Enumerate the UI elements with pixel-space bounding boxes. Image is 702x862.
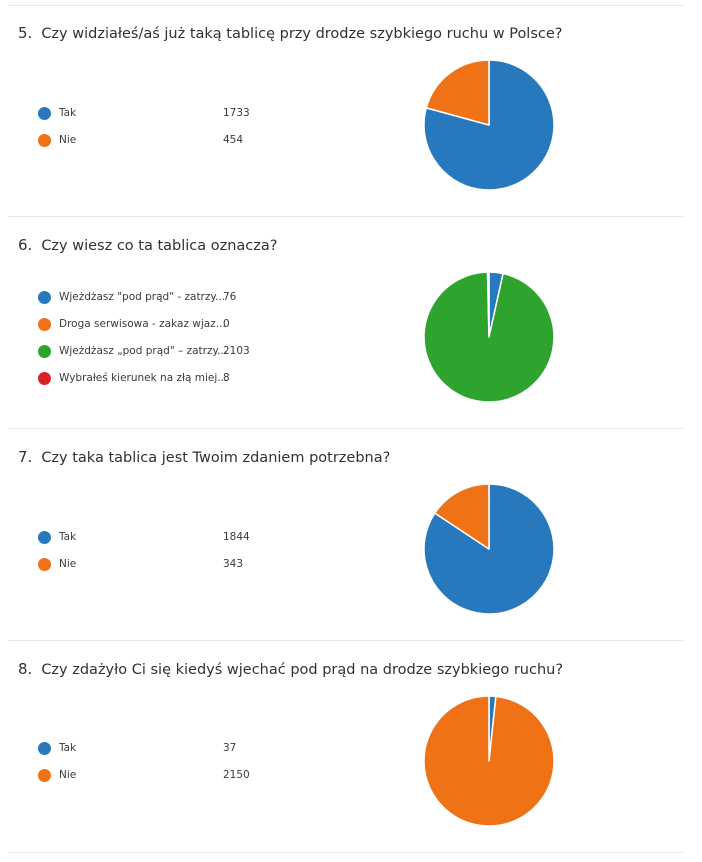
legend-item[interactable]: Droga serwisowa - zakaz wjaz... 0 [38,317,268,333]
pie-chart[interactable] [421,269,557,405]
legend-label: Wybrałeś kierunek na złą miej... [59,372,228,384]
question-number: 6. [18,236,33,254]
divider-top [8,5,683,6]
legend-count: 0 [223,318,230,330]
pie-chart[interactable] [421,693,557,829]
question-text: Czy widziałeś/aś już taką tablicę przy d… [41,26,563,42]
pie-slice[interactable] [425,59,490,126]
divider [8,216,683,217]
legend-count: 454 [223,134,244,146]
legend-swatch [38,345,51,358]
legend-item[interactable]: Tak 37 [38,741,268,757]
legend-label: Nie [59,558,77,570]
legend-item[interactable]: Tak 1844 [38,530,268,546]
question-number: 5. [18,24,33,42]
legend-swatch [38,769,51,782]
legend-swatch [38,134,51,147]
legend-item[interactable]: Nie 454 [38,133,268,149]
question-5: 5. Czy widziałeś/aś już taką tablicę przy… [0,0,702,212]
question-6: 6. Czy wiesz co ta tablica oznacza? Wjeżd… [0,212,702,424]
question-text: Czy zdażyło Ci się kiedyś wjechać pod pr… [41,662,564,678]
legend-item[interactable]: Wjeżdżasz „pod prąd" – zatrzy... 2103 [38,344,268,360]
question-title: 5. Czy widziałeś/aś już taką tablicę przy… [18,24,562,42]
legend-label: Tak [59,107,77,119]
legend-swatch [38,742,51,755]
pie-slice[interactable] [486,271,490,338]
legend-swatch [38,558,51,571]
legend-item[interactable]: Tak 1733 [38,106,268,122]
legend-count: 2150 [223,769,250,781]
question-title: 7. Czy taka tablica jest Twoim zdaniem po… [18,448,390,466]
legend-count: 343 [223,558,244,570]
legend-label: Tak [59,531,77,543]
legend-count: 2103 [223,345,250,357]
legend-item[interactable]: Nie 2150 [38,768,268,784]
divider [8,428,683,429]
question-number: 7. [18,448,33,466]
legend-label: Tak [59,742,77,754]
legend-swatch [38,372,51,385]
legend-label: Wjeżdżasz "pod prąd" - zatrzy... [59,291,226,303]
legend-swatch [38,318,51,331]
pie-slice[interactable] [423,695,555,827]
legend-count: 37 [223,742,237,754]
question-title: 8. Czy zdażyło Ci się kiedyś wjechać pod … [18,660,563,678]
legend-count: 8 [223,372,230,384]
question-text: Czy taka tablica jest Twoim zdaniem potr… [41,450,391,466]
legend-count: 1733 [223,107,250,119]
question-7: 7. Czy taka tablica jest Twoim zdaniem po… [0,424,702,636]
legend-label: Nie [59,134,77,146]
pie-slice[interactable] [434,483,490,550]
legend-item[interactable]: Wybrałeś kierunek na złą miej... 8 [38,371,268,387]
divider [8,640,683,641]
pie-chart[interactable] [421,57,557,193]
legend-item[interactable]: Wjeżdżasz "pod prąd" - zatrzy... 76 [38,290,268,306]
pie-chart[interactable] [421,481,557,617]
question-number: 8. [18,660,33,678]
legend-label: Nie [59,769,77,781]
question-title: 6. Czy wiesz co ta tablica oznacza? [18,236,277,254]
legend-count: 1844 [223,531,250,543]
legend-label: Droga serwisowa - zakaz wjaz... [59,318,226,330]
legend-item[interactable]: Nie 343 [38,557,268,573]
legend-swatch [38,531,51,544]
question-8: 8. Czy zdażyło Ci się kiedyś wjechać pod … [0,636,702,848]
legend-label: Wjeżdżasz „pod prąd" – zatrzy... [59,345,228,357]
legend-swatch [38,107,51,120]
legend-count: 76 [223,291,237,303]
legend-swatch [38,291,51,304]
question-text: Czy wiesz co ta tablica oznacza? [41,238,278,254]
divider-bottom [8,852,683,853]
